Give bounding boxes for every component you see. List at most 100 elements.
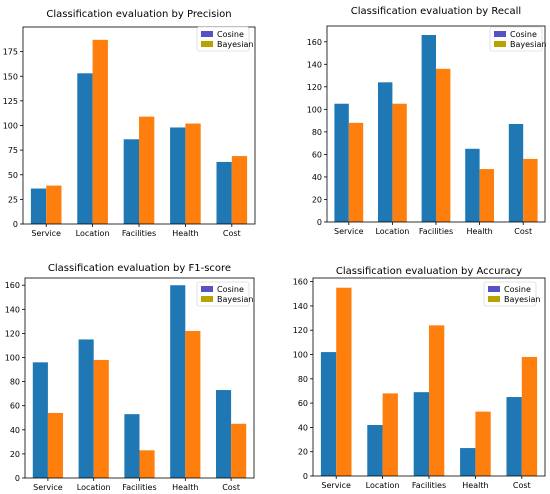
y-tick-label: 75	[8, 146, 18, 155]
bar-bayesian-health	[185, 331, 201, 478]
x-tick-label: Facilities	[419, 227, 453, 236]
bar-bayesian-location	[93, 359, 109, 478]
bar-bayesian-service	[47, 412, 64, 478]
legend-label-bayesian: Bayesian	[510, 40, 546, 49]
y-tick-label: 50	[8, 171, 18, 180]
bar-cosine-health	[465, 148, 480, 222]
bar-cosine-location	[78, 339, 94, 478]
bar-bayesian-location	[382, 393, 398, 476]
x-tick-label: Facilities	[122, 229, 156, 238]
bar-bayesian-health	[479, 169, 494, 222]
y-tick-label: 100	[293, 351, 308, 360]
legend-swatch-cosine	[201, 31, 213, 37]
bar-bayesian-service	[336, 287, 352, 476]
y-tick-label: 20	[312, 195, 322, 204]
bar-cosine-location	[367, 424, 383, 476]
bar-bayesian-facilities	[139, 450, 155, 478]
x-tick-label: Service	[31, 229, 61, 238]
bar-bayesian-cost	[231, 156, 248, 224]
x-tick-label: Health	[172, 483, 198, 492]
y-tick-label: 25	[8, 195, 18, 204]
chart-title: Classification evaluation by Precision	[46, 9, 231, 20]
bar-cosine-cost	[506, 397, 522, 476]
y-tick-label: 140	[307, 60, 322, 69]
bar-cosine-facilities	[124, 414, 140, 478]
y-tick-label: 150	[3, 72, 18, 81]
y-tick-label: 0	[15, 474, 20, 483]
y-tick-label: 40	[298, 423, 308, 432]
x-tick-label: Location	[77, 483, 111, 492]
x-tick-label: Cost	[222, 483, 240, 492]
y-tick-label: 120	[307, 83, 322, 92]
bar-bayesian-cost	[231, 423, 247, 478]
bar-cosine-health	[170, 285, 186, 478]
y-tick-label: 175	[3, 48, 18, 57]
y-tick-label: 20	[298, 448, 308, 457]
legend-label-bayesian: Bayesian	[217, 295, 253, 304]
y-tick-label: 80	[10, 378, 20, 387]
legend-label-bayesian: Bayesian	[504, 295, 540, 304]
bar-cosine-cost	[508, 124, 524, 222]
x-tick-label: Cost	[223, 229, 241, 238]
chart-panel-3: Classification evaluation by F1-score 0 20…	[5, 263, 255, 492]
y-tick-label: 60	[312, 150, 322, 159]
y-tick-label: 0	[303, 472, 308, 481]
y-tick-label: 40	[10, 426, 20, 435]
x-tick-label: Health	[462, 481, 488, 490]
legend-label-cosine: Cosine	[217, 30, 244, 39]
bar-cosine-location	[378, 82, 393, 222]
y-tick-label: 0	[13, 220, 18, 229]
bar-bayesian-service	[348, 122, 364, 222]
x-tick-label: Cost	[513, 481, 531, 490]
legend-swatch-bayesian	[201, 296, 213, 302]
bar-bayesian-facilities	[429, 325, 445, 476]
legend-swatch-bayesian	[494, 41, 506, 47]
y-tick-label: 60	[10, 402, 20, 411]
legend-swatch-cosine	[494, 31, 506, 37]
x-tick-label: Location	[366, 481, 400, 490]
y-tick-label: 20	[10, 450, 20, 459]
bar-cosine-health	[170, 127, 186, 224]
y-tick-label: 60	[298, 399, 308, 408]
chart-panel-1: Classification evaluation by Precision 0 2…	[3, 9, 256, 238]
bar-bayesian-facilities	[436, 68, 451, 222]
y-tick-label: 160	[5, 281, 20, 290]
legend-swatch-cosine	[488, 286, 500, 292]
chart-title: Classification evaluation by F1-score	[48, 263, 231, 274]
legend-label-cosine: Cosine	[217, 285, 244, 294]
bar-cosine-service	[334, 103, 349, 222]
y-tick-label: 100	[307, 105, 322, 114]
y-tick-label: 80	[312, 128, 322, 137]
bar-cosine-location	[77, 73, 93, 224]
bar-cosine-facilities	[421, 35, 436, 223]
x-tick-label: Service	[33, 483, 63, 492]
y-tick-label: 125	[3, 97, 18, 106]
chart-title: Classification evaluation by Recall	[351, 6, 521, 17]
bar-bayesian-health	[185, 123, 201, 224]
legend-swatch-bayesian	[488, 296, 500, 302]
chart-panel-4: Classification evaluation by Accuracy 0 20…	[293, 266, 546, 490]
bar-bayesian-location	[92, 39, 108, 224]
legend-swatch-bayesian	[201, 41, 213, 47]
bar-cosine-health	[460, 448, 476, 476]
legend-label-cosine: Cosine	[504, 285, 531, 294]
x-tick-label: Location	[375, 227, 409, 236]
bar-cosine-service	[32, 362, 48, 478]
x-tick-label: Facilities	[412, 481, 446, 490]
bar-bayesian-location	[392, 103, 407, 222]
legend-label-bayesian: Bayesian	[217, 40, 253, 49]
y-tick-label: 160	[293, 278, 308, 287]
y-tick-label: 80	[298, 375, 308, 384]
bar-cosine-service	[320, 352, 337, 476]
x-tick-label: Cost	[514, 227, 532, 236]
bar-bayesian-service	[46, 185, 62, 224]
bar-cosine-cost	[215, 390, 232, 478]
y-tick-label: 140	[5, 305, 20, 314]
y-tick-label: 0	[317, 218, 322, 227]
bar-cosine-facilities	[413, 392, 429, 476]
y-tick-label: 120	[5, 329, 20, 338]
